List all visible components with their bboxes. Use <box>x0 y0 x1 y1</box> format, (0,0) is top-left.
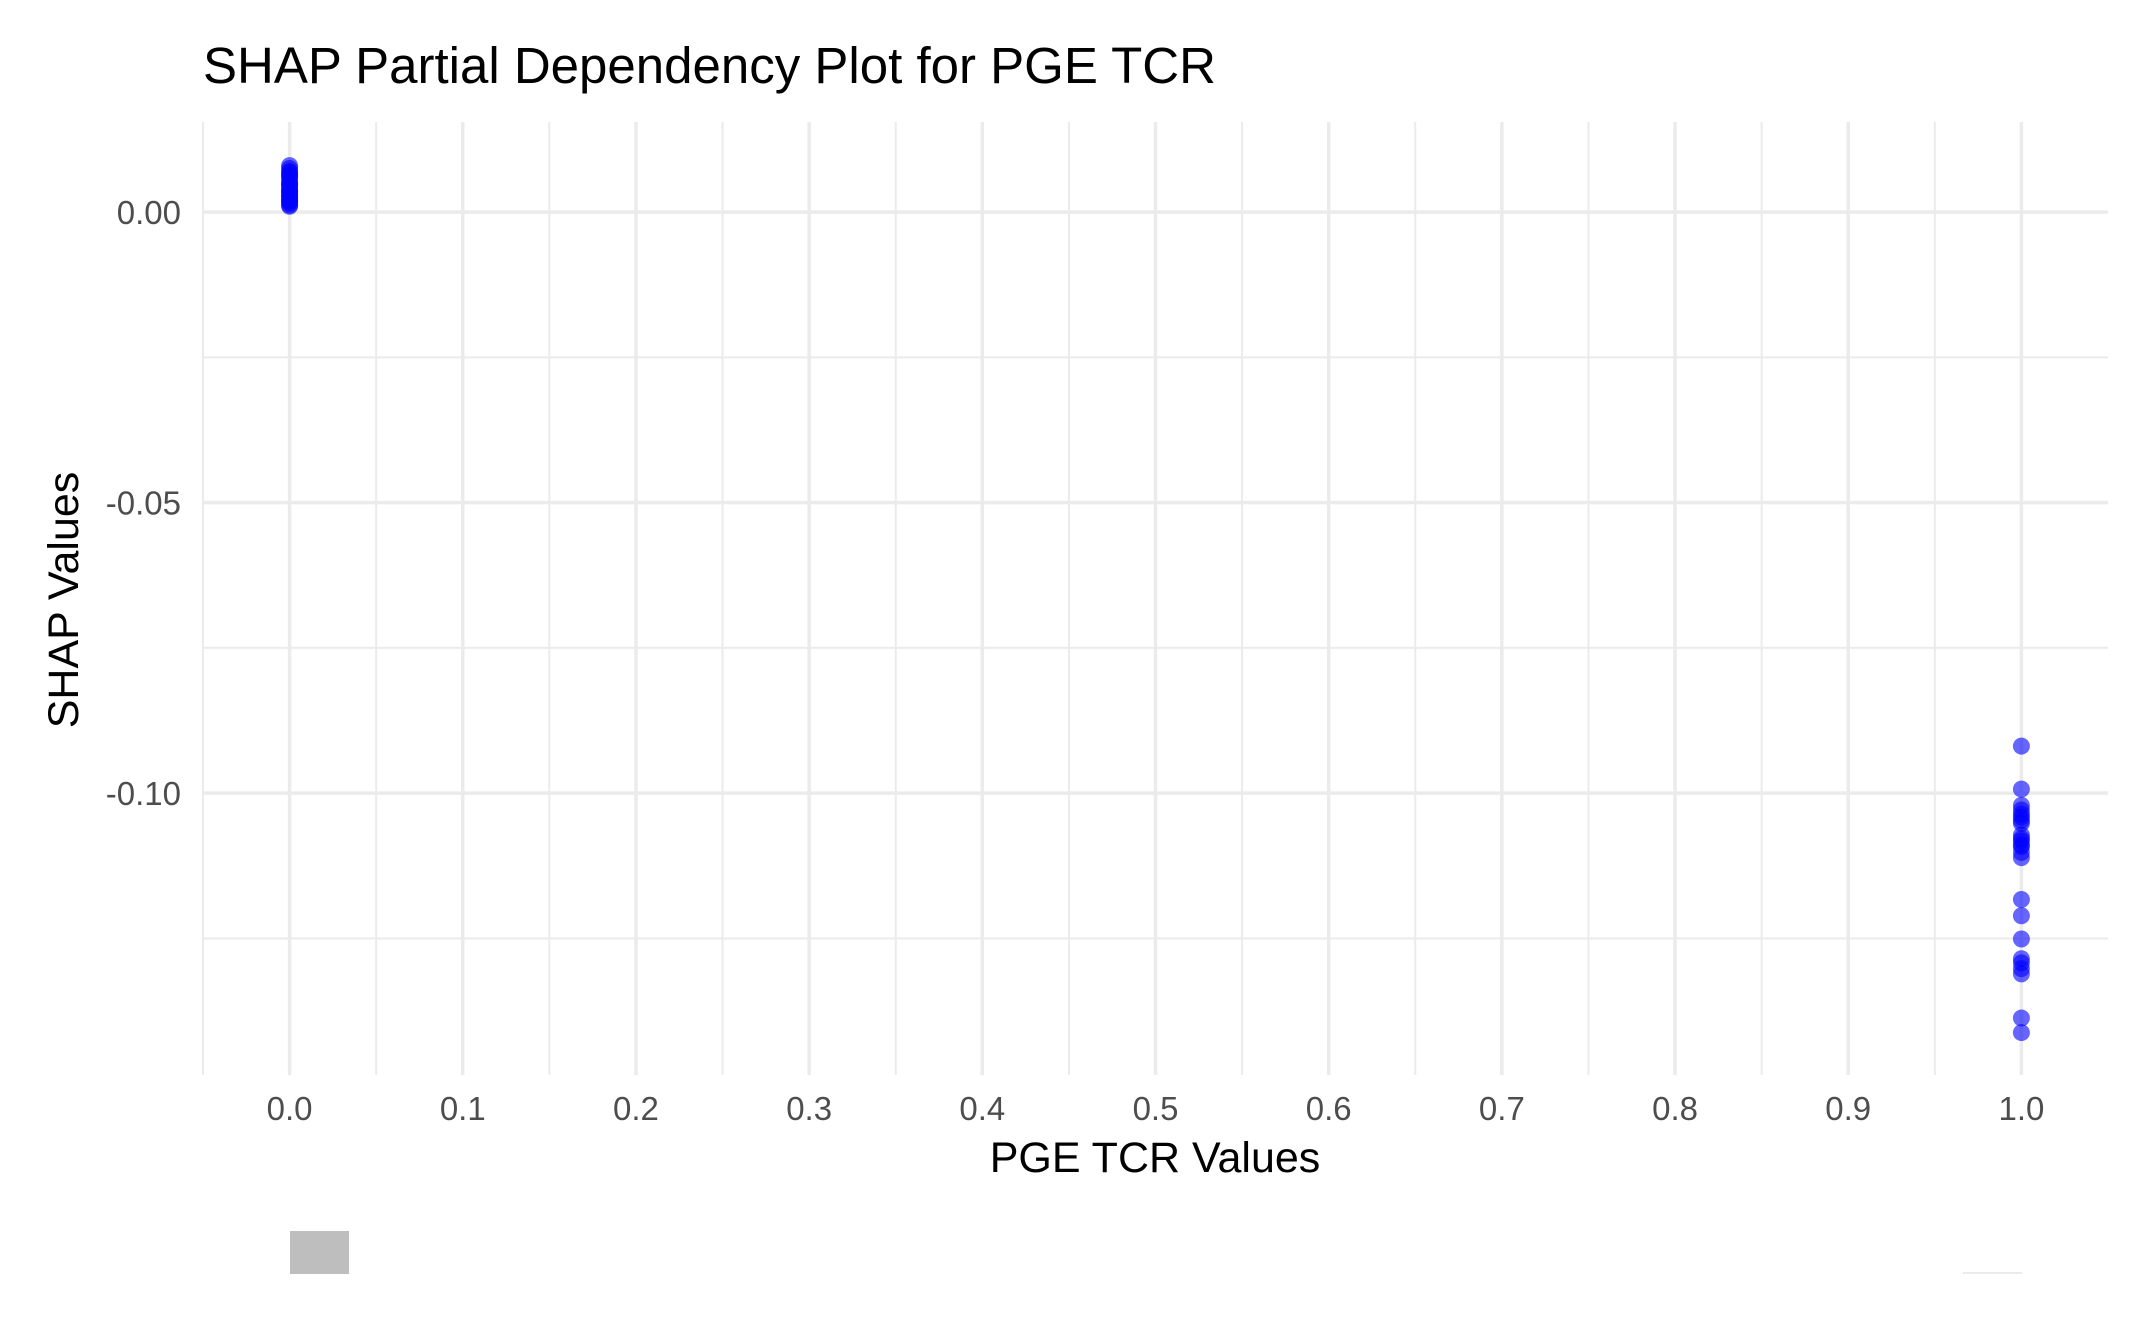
data-point <box>2012 737 2030 755</box>
x-tick-label: 1.0 <box>1998 1090 2044 1127</box>
x-tick-label: 0.6 <box>1306 1090 1352 1127</box>
data-point <box>2012 891 2030 909</box>
x-axis-ticks: 0.0 0.1 0.2 0.3 0.4 0.5 0.6 0.7 0.8 0.9 1.0 <box>267 1090 2045 1127</box>
x-axis-title: PGE TCR Values <box>990 1134 1321 1182</box>
chart-title: SHAP Partial Dependency Plot for PGE TCR <box>203 37 1216 94</box>
data-point <box>2012 1009 2030 1027</box>
data-point <box>2012 780 2030 798</box>
data-point <box>2012 907 2030 925</box>
y-tick-label: -0.10 <box>106 775 181 812</box>
y-tick-label: -0.05 <box>106 485 181 522</box>
x-tick-label: 0.1 <box>440 1090 486 1127</box>
x-tick-label: 0.7 <box>1479 1090 1525 1127</box>
x-tick-label: 0.0 <box>267 1090 313 1127</box>
data-point <box>281 192 299 210</box>
y-axis-ticks: 0.00 -0.05 -0.10 <box>106 194 181 812</box>
x-tick-label: 0.4 <box>959 1090 1005 1127</box>
x-tick-label: 0.9 <box>1825 1090 1871 1127</box>
data-point <box>2012 814 2030 832</box>
data-point <box>281 164 299 182</box>
legend-key <box>290 1231 349 1274</box>
data-point <box>2012 965 2030 983</box>
data-points <box>281 157 2030 1042</box>
grid <box>202 122 2108 1075</box>
x-tick-label: 0.5 <box>1133 1090 1179 1127</box>
y-axis-title: SHAP Values <box>40 472 88 729</box>
x-tick-label: 0.3 <box>786 1090 832 1127</box>
x-tick-label: 0.2 <box>613 1090 659 1127</box>
y-tick-label: 0.00 <box>117 194 181 231</box>
data-point <box>2012 843 2030 861</box>
data-point <box>2012 1024 2030 1042</box>
x-tick-label: 0.8 <box>1652 1090 1698 1127</box>
data-point <box>2012 930 2030 948</box>
